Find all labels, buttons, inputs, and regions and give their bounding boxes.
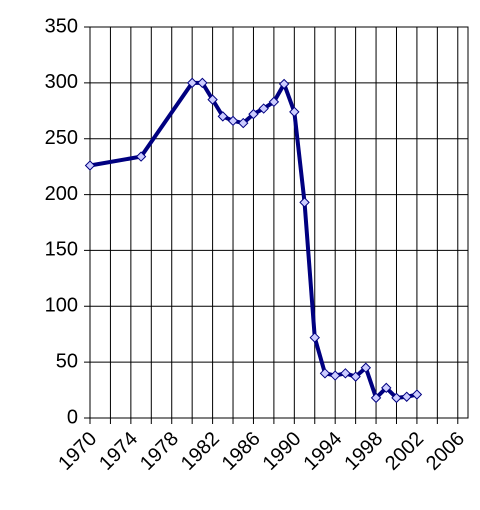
- data-point: [381, 382, 392, 394]
- x-tick-label: 1970: [54, 428, 101, 475]
- x-tick-label: 2006: [422, 428, 469, 475]
- x-tick-label: 1982: [177, 428, 224, 475]
- data-point: [135, 151, 147, 162]
- data-point: [227, 115, 239, 127]
- y-tick-label: 150: [45, 239, 78, 261]
- y-tick-label: 300: [45, 71, 78, 93]
- y-tick-label: 0: [67, 406, 78, 428]
- data-point: [248, 108, 259, 120]
- data-point: [197, 77, 208, 89]
- data-point: [217, 111, 229, 122]
- y-tick-label: 50: [56, 350, 78, 372]
- data-point: [84, 160, 96, 171]
- data-point: [207, 94, 218, 105]
- data-point: [258, 103, 269, 114]
- data-point: [370, 392, 382, 404]
- data-point: [309, 332, 320, 343]
- data-point: [186, 77, 198, 89]
- data-point: [329, 370, 341, 381]
- y-tick-label: 100: [45, 295, 78, 317]
- data-point: [268, 96, 280, 108]
- x-tick-label: 1986: [218, 428, 265, 475]
- data-point: [401, 391, 412, 402]
- data-point: [360, 362, 372, 373]
- x-tick-label: 1998: [340, 428, 387, 475]
- x-tick-label: 1978: [136, 428, 183, 475]
- data-point: [340, 368, 351, 379]
- y-tick-label: 250: [45, 127, 78, 149]
- y-tick-label: 350: [45, 15, 78, 37]
- data-point: [391, 392, 402, 404]
- x-tick-label: 1990: [259, 428, 306, 475]
- data-point: [289, 106, 300, 118]
- y-tick-label: 200: [45, 183, 78, 205]
- x-tick-label: 2002: [381, 428, 428, 475]
- x-tick-label: 1994: [299, 428, 346, 475]
- data-point: [411, 389, 423, 400]
- data-point: [238, 117, 249, 129]
- plot-frame: [89, 26, 469, 419]
- data-point: [278, 78, 290, 90]
- x-tick-label: 1974: [95, 428, 142, 475]
- data-point: [299, 197, 310, 208]
- data-point: [319, 368, 331, 379]
- data-point: [350, 371, 361, 382]
